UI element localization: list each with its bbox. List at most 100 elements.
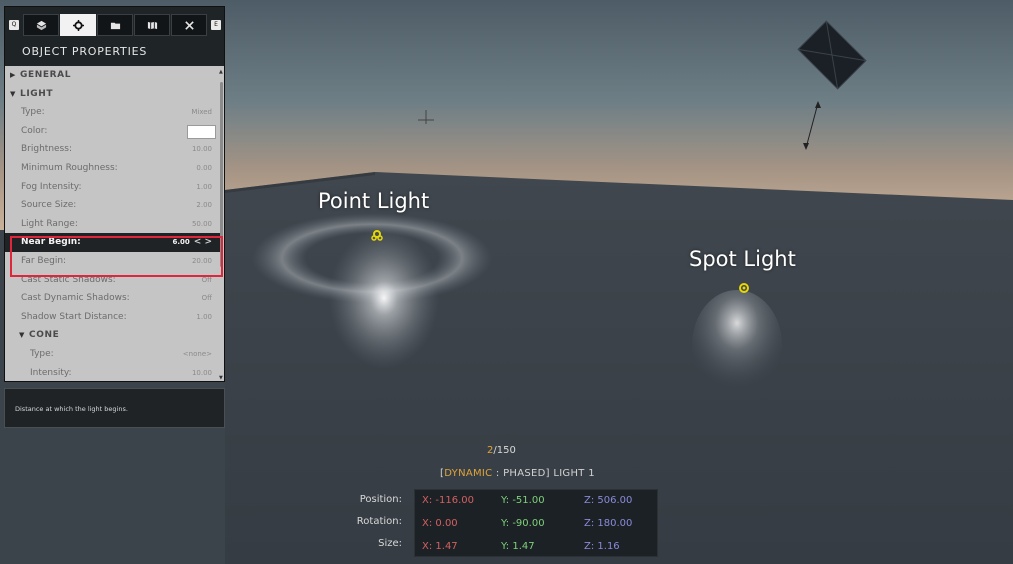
scroll-down-arrow-icon[interactable]: ▼ (219, 375, 223, 381)
panel-header: Q E OBJECT PROPERTIES (5, 7, 224, 66)
property-label-text: Type: (30, 348, 54, 359)
property-label: Minimum Roughness: (21, 159, 118, 178)
position-z[interactable]: Z: 506.00 (584, 495, 633, 506)
value-stepper-arrows-icon[interactable]: < > (193, 237, 212, 248)
expanded-arrow-icon[interactable]: ▼ (19, 331, 25, 340)
property-row-minimum-roughness[interactable]: Minimum Roughness: 0.00 (5, 159, 220, 178)
object-name-dynamic: DYNAMIC (444, 468, 493, 479)
section-general[interactable]: ▶ GENERAL (5, 66, 220, 85)
scroll-up-arrow-icon[interactable]: ▲ (219, 69, 223, 75)
property-value[interactable]: Off (202, 289, 212, 308)
property-value[interactable]: 6.00 < > (173, 233, 213, 252)
tab-key-left[interactable]: Q (9, 20, 19, 30)
property-label: ▼ LIGHT (10, 85, 53, 104)
property-label-text: Far Begin: (21, 255, 67, 266)
property-label: ▼ CONE (19, 326, 59, 345)
property-row-light-range[interactable]: Light Range: 50.00 (5, 215, 220, 234)
rotation-x[interactable]: X: 0.00 (422, 518, 458, 529)
tab-folder[interactable] (97, 14, 133, 36)
collapsed-arrow-icon[interactable]: ▶ (10, 71, 16, 79)
folder-icon (110, 22, 120, 29)
property-row-shadow-start-distance[interactable]: Shadow Start Distance: 1.00 (5, 308, 220, 327)
property-value-text: 50.00 (191, 219, 212, 228)
property-value-text: Mixed (191, 108, 212, 117)
property-value[interactable]: 0.00 (196, 159, 212, 178)
transform-panel: X: -116.00 Y: -51.00 Z: 506.00 X: 0.00 Y… (414, 489, 658, 557)
property-value-text: 2.00 (196, 201, 212, 210)
property-value[interactable]: 2.00 (196, 196, 212, 215)
property-label: Cast Dynamic Shadows: (21, 289, 130, 308)
position-y[interactable]: Y: -51.00 (501, 495, 545, 506)
object-name-open: [ (440, 468, 445, 479)
property-value[interactable]: Off (202, 271, 212, 290)
tools-icon (184, 20, 194, 30)
property-value[interactable]: Mixed (191, 103, 212, 122)
property-label: Source Size: (21, 196, 76, 215)
property-value[interactable]: 10.00 (191, 364, 212, 382)
size-label: Size: (378, 538, 402, 549)
expanded-arrow-icon[interactable]: ▼ (10, 89, 16, 98)
property-value[interactable]: 50.00 (192, 215, 212, 234)
tab-tools[interactable] (171, 14, 207, 36)
property-value[interactable]: 10.00 (192, 140, 212, 159)
rotation-z[interactable]: Z: 180.00 (584, 518, 633, 529)
property-label: Near Begin: (21, 233, 81, 252)
property-label-text: Source Size: (21, 200, 77, 211)
property-label: Cast Static Shadows: (21, 271, 116, 290)
property-value-text: Off (201, 294, 212, 303)
point-light-icon[interactable] (371, 230, 383, 241)
property-value[interactable]: 1.00 (196, 308, 212, 327)
size-x[interactable]: X: 1.47 (422, 541, 458, 552)
property-row-cast-dynamic-shadows[interactable]: Cast Dynamic Shadows: Off (5, 289, 220, 308)
point-light-label: Point Light (318, 189, 430, 213)
property-row-intensity[interactable]: Intensity: 10.00 (5, 364, 220, 382)
size-z[interactable]: Z: 1.16 (584, 541, 620, 552)
property-value[interactable]: <none> (183, 345, 212, 364)
gear-icon (72, 19, 84, 31)
property-row-fog-intensity[interactable]: Fog Intensity: 1.00 (5, 178, 220, 197)
position-x[interactable]: X: -116.00 (422, 495, 474, 506)
size-y[interactable]: Y: 1.47 (501, 541, 535, 552)
tab-library[interactable] (23, 14, 59, 36)
property-value-text: 20.00 (191, 256, 212, 265)
property-value-text: 1.00 (196, 182, 212, 191)
property-row-far-begin[interactable]: Far Begin: 20.00 (5, 252, 220, 271)
property-label-text: Intensity: (30, 367, 72, 378)
property-row-color[interactable]: Color: (5, 122, 220, 141)
rotation-row: X: 0.00 Y: -90.00 Z: 180.00 (415, 513, 659, 535)
property-value[interactable]: 1.00 (196, 178, 212, 197)
property-row-brightness[interactable]: Brightness: 10.00 (5, 140, 220, 159)
size-row: X: 1.47 Y: 1.47 Z: 1.16 (415, 536, 659, 558)
rotation-y[interactable]: Y: -90.00 (501, 518, 545, 529)
property-value[interactable]: 20.00 (192, 252, 212, 271)
property-list: ▶ GENERAL ▼ LIGHT Type: Mixed Color: Brightness… (5, 66, 220, 382)
tab-map[interactable] (134, 14, 170, 36)
tab-bar: Q E (5, 14, 224, 38)
property-label-text: Color: (21, 125, 48, 136)
tab-properties[interactable] (60, 14, 96, 36)
property-label-text: LIGHT (20, 88, 54, 99)
property-row-cast-static-shadows[interactable]: Cast Static Shadows: Off (5, 271, 220, 290)
object-name-rest: : PHASED] LIGHT 1 (492, 468, 595, 479)
property-row-type[interactable]: Type: <none> (5, 345, 220, 364)
object-counter: 2/150 (487, 445, 516, 456)
spot-light-icon[interactable] (739, 283, 749, 293)
scroll-thumb[interactable] (220, 82, 223, 267)
panel-scrollbar[interactable]: ▲ ▼ (219, 67, 224, 381)
object-name: [DYNAMIC : PHASED] LIGHT 1 (440, 468, 595, 479)
property-label-text: Cast Dynamic Shadows: (21, 293, 130, 304)
property-row-source-size[interactable]: Source Size: 2.00 (5, 196, 220, 215)
color-swatch[interactable] (187, 124, 216, 139)
property-row-type[interactable]: Type: Mixed (5, 103, 220, 122)
property-label: Shadow Start Distance: (21, 308, 127, 327)
property-value-text: 10.00 (191, 368, 212, 377)
position-label: Position: (359, 494, 402, 505)
section-light[interactable]: ▼ LIGHT (5, 85, 220, 104)
tab-key-right[interactable]: E (211, 20, 221, 30)
property-label-text: Light Range: (21, 218, 78, 229)
section-cone[interactable]: ▼ CONE (5, 326, 220, 345)
property-label: Type: (21, 103, 45, 122)
spot-light-label: Spot Light (689, 247, 796, 271)
property-row-near-begin[interactable]: Near Begin: 6.00 < > (5, 233, 220, 252)
